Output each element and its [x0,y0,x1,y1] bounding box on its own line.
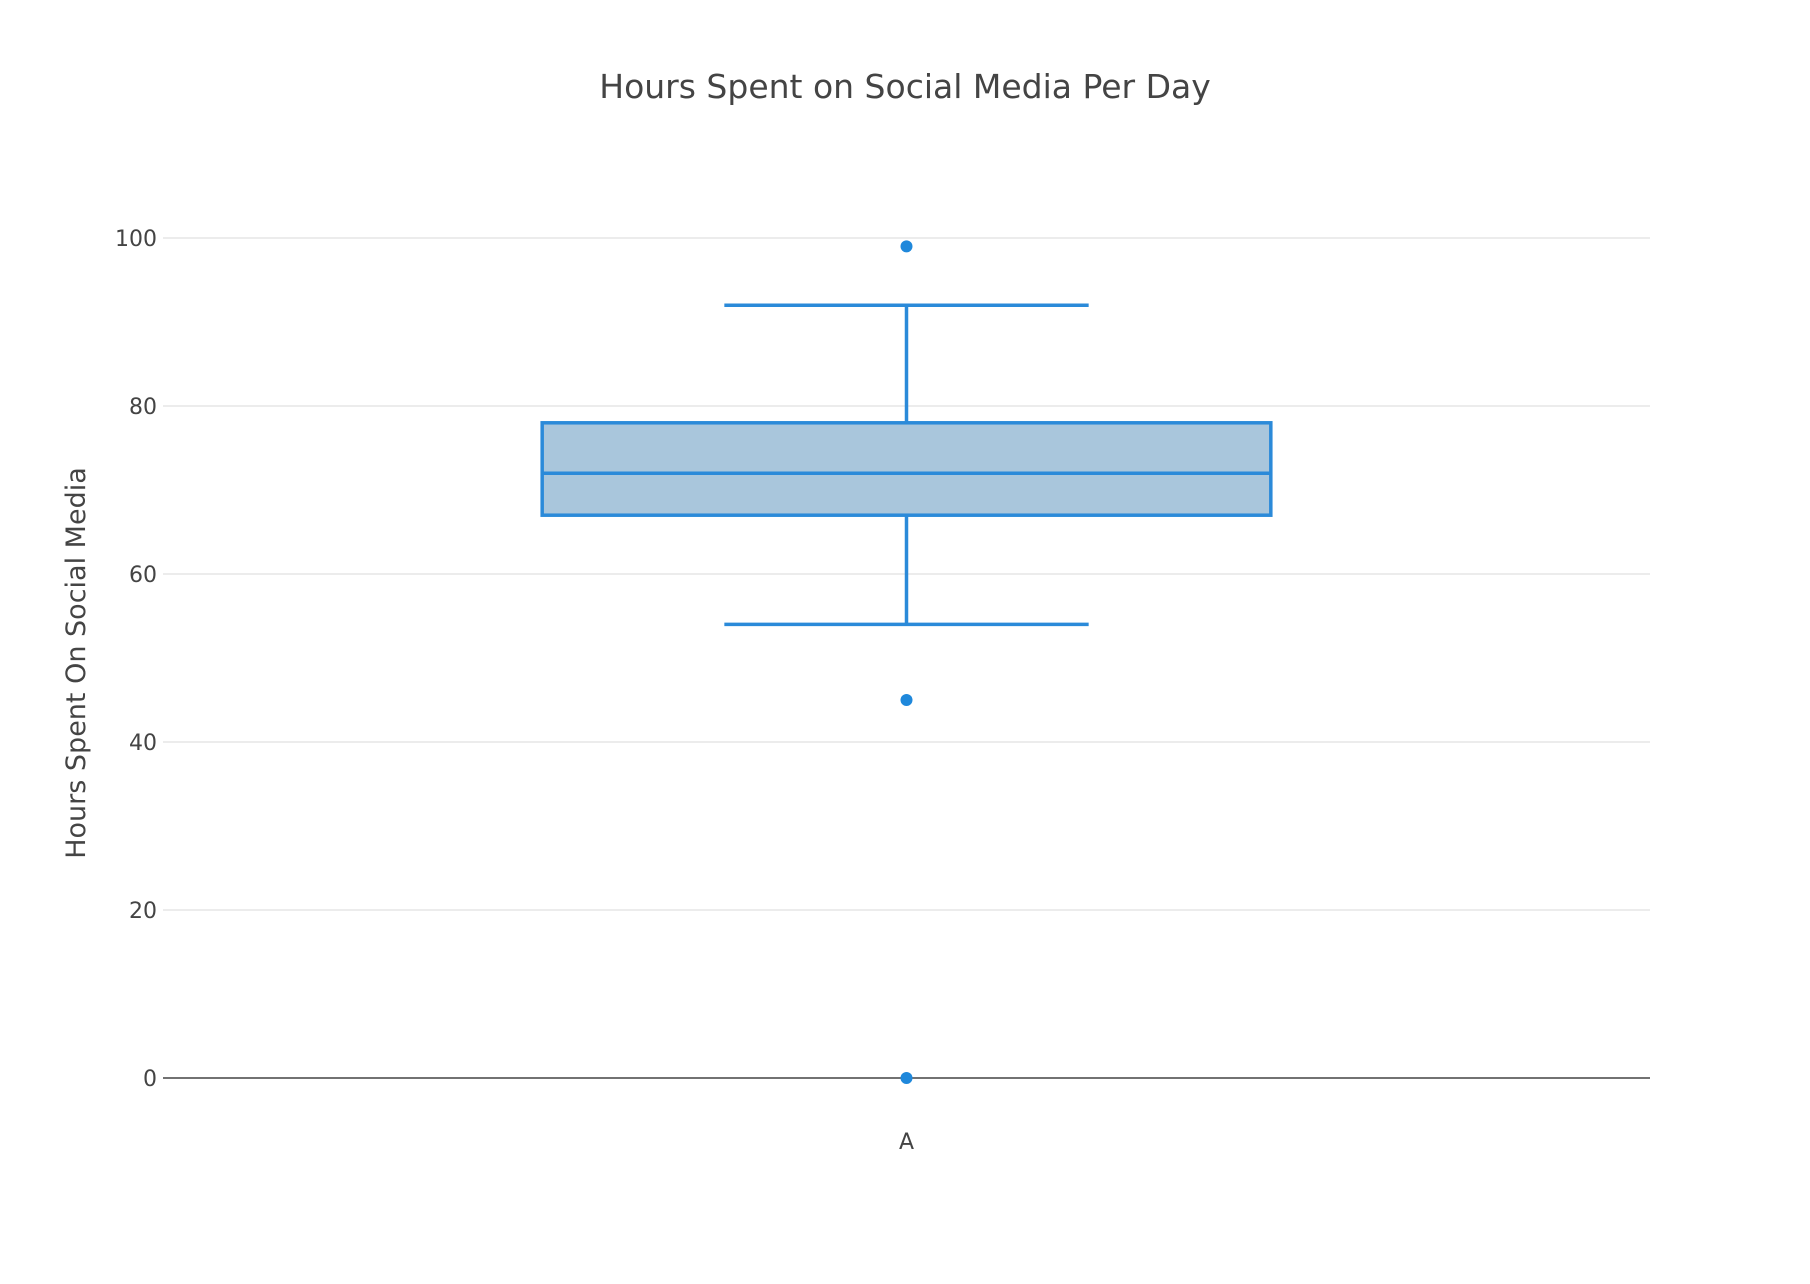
y-tick-label: 60 [129,563,157,588]
y-tick-label: 80 [129,395,157,420]
outlier-point [900,1072,913,1084]
y-axis-title: Hours Spent On Social Media [61,467,92,859]
y-tick-label: 20 [129,899,157,924]
box-series [540,240,1273,1084]
y-axis-ticks: 0 20 40 60 80 100 [115,227,157,1092]
y-tick-label: 40 [129,731,157,756]
chart-title: Hours Spent on Social Media Per Day [599,67,1210,106]
outlier-point [900,240,913,253]
y-tick-label: 0 [143,1067,157,1092]
x-axis-ticks: A [899,1130,914,1155]
interquartile-box [540,421,1273,517]
y-tick-label: 100 [115,227,157,252]
outlier-point [900,694,913,706]
x-tick-label: A [899,1130,914,1155]
